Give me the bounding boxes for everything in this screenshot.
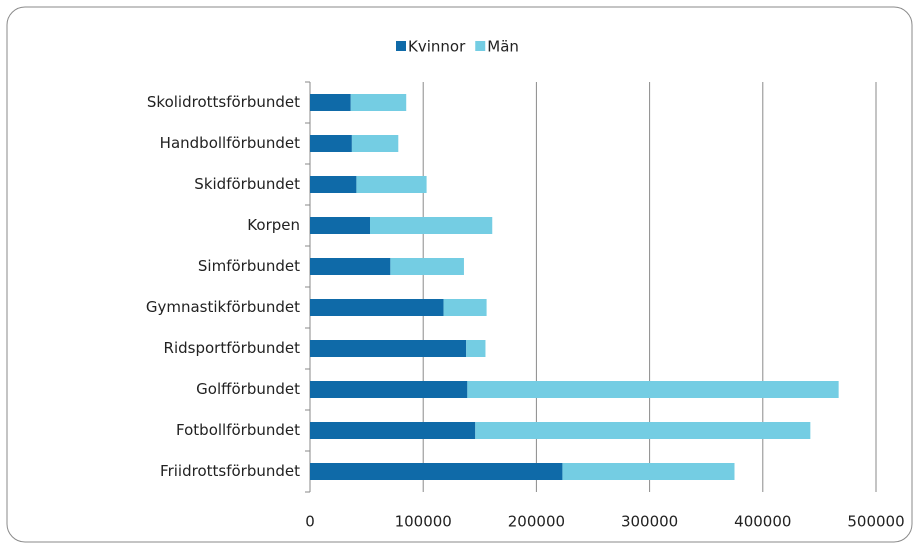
bar-segment (350, 94, 407, 111)
x-tick-label: 400000 (734, 513, 791, 531)
bar-segment (351, 135, 399, 152)
bar-segment (475, 422, 811, 439)
bar-segment (466, 340, 486, 357)
y-tick-label: Golfförbundet (196, 380, 300, 398)
x-tick-label: 200000 (508, 513, 565, 531)
y-tick-label: Ridsportförbundet (164, 339, 301, 357)
y-tick-label: Handbollförbundet (160, 134, 300, 152)
y-tick-label: Gymnastikförbundet (146, 298, 300, 316)
x-tick-label: 300000 (621, 513, 678, 531)
legend-swatch (396, 41, 406, 51)
bar-segment (310, 217, 370, 234)
bar-segment (562, 463, 735, 480)
legend-label: Män (487, 38, 519, 56)
bar-segment (467, 381, 839, 398)
legend-swatch (475, 41, 486, 51)
y-tick-label: Fotbollförbundet (176, 421, 300, 439)
y-tick-label: Friidrottsförbundet (160, 462, 300, 480)
x-tick-label: 500000 (847, 513, 904, 531)
bar-segment (356, 176, 427, 193)
y-tick-label: Skolidrottsförbundet (147, 93, 300, 111)
y-tick-label: Simförbundet (198, 257, 300, 275)
bar-segment (310, 299, 444, 316)
bar-segment (310, 381, 468, 398)
bar-segment (310, 176, 357, 193)
y-tick-label: Korpen (247, 216, 300, 234)
bar-segment (390, 258, 464, 275)
bar-segment (310, 422, 476, 439)
x-tick-label: 0 (305, 513, 315, 531)
bar-segment (443, 299, 487, 316)
bar-segment (310, 340, 467, 357)
bar-segment (310, 258, 391, 275)
bar-segment (310, 94, 351, 111)
bar-segment (310, 135, 352, 152)
legend-label: Kvinnor (408, 38, 466, 56)
y-tick-label: Skidförbundet (194, 175, 300, 193)
bar-segment (369, 217, 493, 234)
x-tick-label: 100000 (395, 513, 452, 531)
bar-segment (310, 463, 563, 480)
